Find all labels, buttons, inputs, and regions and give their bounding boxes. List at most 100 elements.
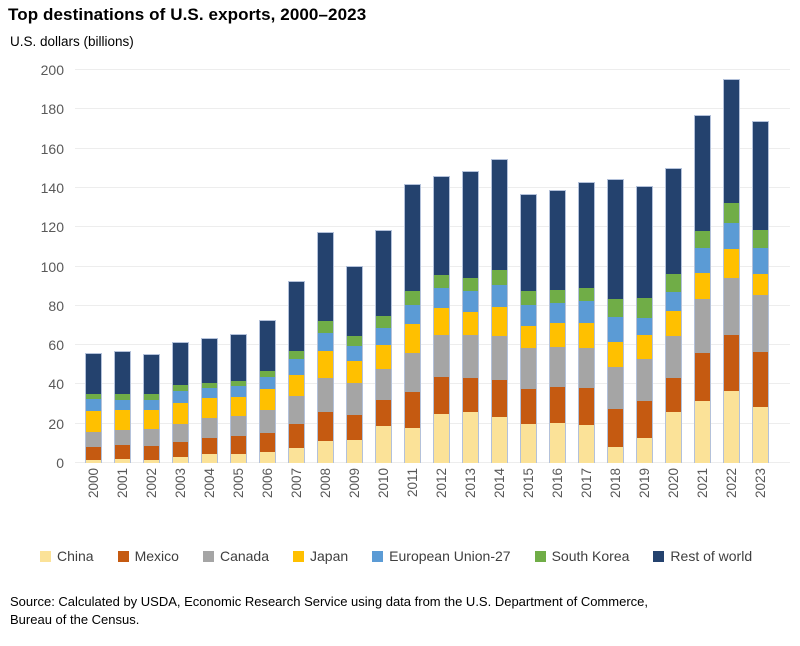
x-tick-label-2010: 2010 <box>375 468 391 499</box>
bar-segment-2020-canada <box>666 336 681 378</box>
bar-segment-2020-japan <box>666 311 681 337</box>
bar-segment-2007-european-union-27 <box>289 359 304 376</box>
bar-segment-2005-china <box>231 454 246 463</box>
bar-segment-2021-south-korea <box>695 230 710 249</box>
x-tick-label-2005: 2005 <box>230 468 246 499</box>
bar-segment-2016-south-korea <box>550 289 565 304</box>
bar-segment-2001-china <box>115 459 130 463</box>
bar-segment-2017-rest-of-world <box>579 183 594 288</box>
bar-segment-2000-european-union-27 <box>86 399 101 411</box>
bar-segment-2008-canada <box>318 377 333 413</box>
x-tick-label-2016: 2016 <box>549 468 565 499</box>
legend-swatch-icon <box>653 550 665 562</box>
bar-segment-2015-european-union-27 <box>521 305 536 327</box>
bar-segment-2016-mexico <box>550 387 565 423</box>
source-note: Source: Calculated by USDA, Economic Res… <box>10 593 790 629</box>
bar-segment-2013-south-korea <box>463 278 478 292</box>
x-tick-label-2023: 2023 <box>752 468 768 499</box>
x-tick-label-2009: 2009 <box>346 468 362 499</box>
x-tick-label-2021: 2021 <box>694 468 710 499</box>
legend: China Mexico Canada Japan European Union-27 S… <box>40 548 752 564</box>
x-tick-label-2001: 2001 <box>114 468 130 499</box>
bar-2001 <box>114 351 131 463</box>
bar-segment-2019-mexico <box>637 401 652 438</box>
bar-segment-2009-european-union-27 <box>347 346 362 362</box>
legend-swatch-icon <box>293 550 304 562</box>
bar-segment-2006-china <box>260 452 275 463</box>
legend-label: Japan <box>310 548 349 564</box>
gridline-100 <box>75 265 790 267</box>
bar-segment-2002-south-korea <box>144 394 159 400</box>
bar-segment-2012-rest-of-world <box>434 177 449 276</box>
bar-segment-2014-japan <box>492 307 507 336</box>
bar-segment-2001-japan <box>115 410 130 430</box>
bar-segment-2003-european-union-27 <box>173 391 188 404</box>
bar-segment-2016-japan <box>550 323 565 347</box>
bar-2007 <box>288 281 305 463</box>
bar-segment-2008-european-union-27 <box>318 332 333 351</box>
bar-segment-2019-canada <box>637 359 652 402</box>
bar-segment-2010-japan <box>376 345 391 369</box>
bar-segment-2003-japan <box>173 403 188 424</box>
bar-segment-2011-japan <box>405 324 420 353</box>
legend-item-european-union-27: European Union-27 <box>372 548 511 564</box>
gridline-140 <box>75 186 790 188</box>
bar-segment-2013-china <box>463 412 478 463</box>
bar-segment-2002-mexico <box>144 445 159 460</box>
x-tick-label-2006: 2006 <box>259 468 275 499</box>
bar-segment-2020-china <box>666 412 681 463</box>
bar-segment-2006-japan <box>260 389 275 410</box>
bar-2002 <box>143 353 160 463</box>
bar-segment-2000-mexico <box>86 447 101 460</box>
bar-segment-2019-japan <box>637 334 652 360</box>
bar-segment-2005-mexico <box>231 436 246 455</box>
bar-segment-2013-japan <box>463 311 478 335</box>
bar-segment-2018-south-korea <box>608 298 623 318</box>
y-tick-label-120: 120 <box>40 219 64 236</box>
bar-2017 <box>578 182 595 463</box>
bar-segment-2017-japan <box>579 322 594 348</box>
bar-2023 <box>752 121 769 463</box>
source-line-1: Source: Calculated by USDA, Economic Res… <box>10 594 648 609</box>
x-tick-label-2020: 2020 <box>665 468 681 499</box>
bar-segment-2000-china <box>86 459 101 463</box>
bar-segment-2006-mexico <box>260 432 275 453</box>
bar-segment-2016-china <box>550 422 565 463</box>
bar-2013 <box>462 171 479 463</box>
bar-2019 <box>636 185 653 463</box>
bar-segment-2011-european-union-27 <box>405 305 420 324</box>
bar-segment-2004-china <box>202 454 217 463</box>
legend-swatch-icon <box>372 550 384 562</box>
bar-segment-2003-china <box>173 457 188 463</box>
bar-segment-2010-canada <box>376 368 391 401</box>
bar-2012 <box>433 176 450 463</box>
bar-segment-2019-china <box>637 437 652 463</box>
bar-segment-2015-south-korea <box>521 290 536 306</box>
bar-segment-2006-south-korea <box>260 371 275 378</box>
bar-segment-2006-canada <box>260 409 275 433</box>
bar-2015 <box>520 193 537 463</box>
bar-segment-2003-canada <box>173 423 188 442</box>
legend-swatch-icon <box>202 550 214 562</box>
bar-segment-2021-rest-of-world <box>695 116 710 231</box>
bar-segment-2008-japan <box>318 350 333 378</box>
x-tick-label-2007: 2007 <box>288 468 304 499</box>
x-tick-label-2004: 2004 <box>201 468 217 499</box>
bar-segment-2023-canada <box>753 295 768 352</box>
bar-segment-2015-rest-of-world <box>521 194 536 291</box>
y-tick-label-140: 140 <box>40 179 64 196</box>
bar-2000 <box>85 352 102 463</box>
y-tick-label-160: 160 <box>40 140 64 157</box>
gridline-160 <box>75 147 790 149</box>
bar-segment-2020-south-korea <box>666 274 681 293</box>
bar-segment-2001-rest-of-world <box>115 352 130 394</box>
bar-segment-2011-mexico <box>405 391 420 428</box>
y-tick-label-100: 100 <box>40 258 64 275</box>
bar-2004 <box>201 338 218 463</box>
bar-segment-2023-mexico <box>753 351 768 408</box>
bar-2016 <box>549 189 566 463</box>
y-tick-label-20: 20 <box>48 415 64 432</box>
bar-2022 <box>723 78 740 463</box>
gridline-40 <box>75 383 790 385</box>
gridline-200 <box>75 69 790 70</box>
